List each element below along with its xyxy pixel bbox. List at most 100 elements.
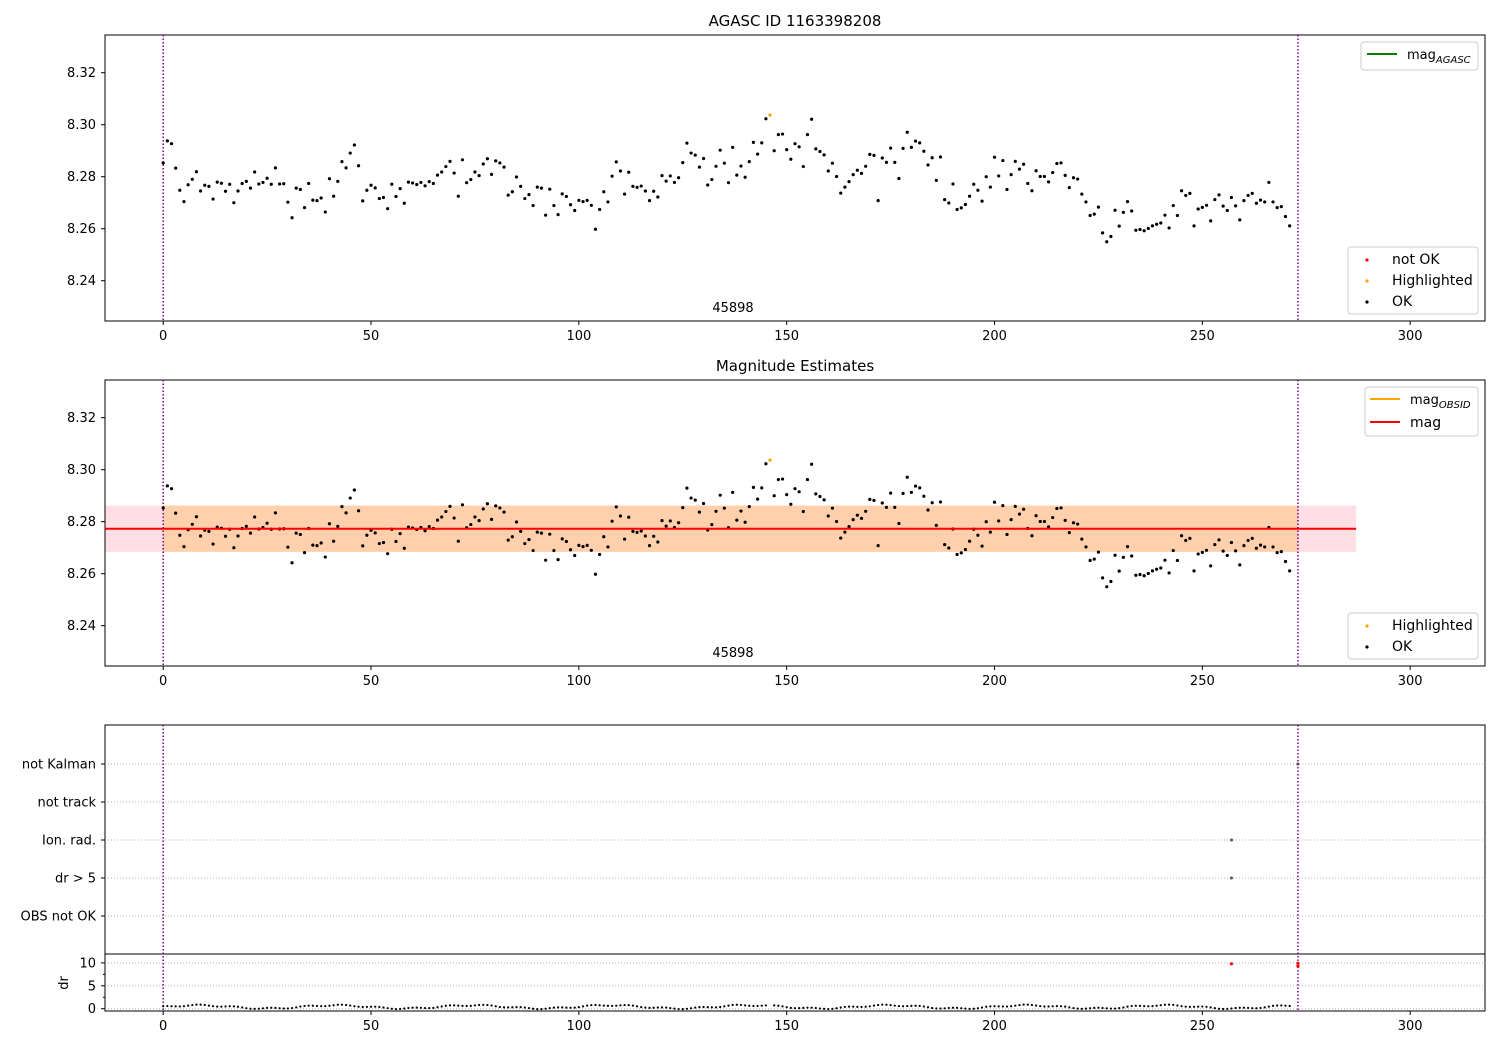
ok-point [980,544,984,548]
ok-point [1271,545,1275,549]
panel-flags-vlines [162,725,1299,1011]
ok-point [618,514,623,518]
ok-point [1200,550,1204,554]
dr-point [1192,1005,1196,1008]
dr-point [694,1006,697,1009]
dr-point [814,1006,817,1010]
ok-point [1271,200,1275,204]
dr-point [357,1005,360,1008]
panel-agasc-frame [104,34,1486,322]
ok-point [801,509,805,514]
ok-point [1125,200,1130,204]
x-tick-label: 250 [1190,1019,1215,1034]
ok-point [1059,161,1063,165]
ok-point [1221,549,1225,553]
ok-point [697,165,701,169]
ok-point [477,174,481,178]
dr-point [943,1007,946,1010]
ok-point [1171,203,1175,208]
ok-point [261,180,265,185]
y-tick-label: 8.30 [67,463,96,478]
dr-point [951,1006,955,1009]
ok-point [207,529,211,533]
ok-point [473,170,477,174]
dr-point [195,1003,198,1006]
ok-point [1088,213,1092,218]
ok-point [265,176,269,180]
ok-point [639,529,643,533]
ok-point [834,174,839,179]
ok-point [1001,158,1005,163]
dr-point [361,1005,364,1009]
panel-agasc-obsid-label: 45898 [712,301,753,316]
ok-point [1279,205,1283,209]
ok-point [622,537,627,541]
dr-point [752,1004,755,1008]
ok-point [273,511,278,515]
ok-point [581,545,585,549]
ok-point [1046,525,1051,529]
y-tick-label: 8.30 [67,118,96,133]
ok-point [386,207,390,211]
dr-point [698,1006,701,1009]
dr-point [615,1004,618,1007]
ok-point [327,177,332,181]
ok-point [610,174,614,178]
dr-point [1217,1007,1221,1010]
dr-point [519,1006,522,1009]
ok-point [510,535,514,539]
ok-point [693,498,697,502]
dr-point [561,1006,564,1009]
dr-point [270,1006,273,1009]
ok-point [1258,543,1263,547]
ok-point [1125,545,1130,549]
ok-point [190,177,194,181]
ok-point [352,143,356,147]
panel-estimates-yticks: 8.24 8.26 8.28 8.30 8.32 [67,411,105,634]
dr-point [997,1005,1000,1008]
ok-point [643,189,647,193]
dr-point [552,1006,556,1009]
dr-point [274,1006,277,1009]
ok-point [1121,555,1125,559]
legend-ok2-text: OK [1392,639,1413,655]
ok-point [926,163,930,167]
dr-outlier-point [1296,961,1300,965]
ok-point [1001,503,1005,508]
dr-point [1288,1004,1291,1008]
dr-point [885,1003,888,1006]
ok-point [1155,222,1159,226]
ok-point [955,207,959,212]
ok-point [514,520,519,524]
ok-point [560,537,564,541]
dr-point [989,1005,992,1008]
dr-point [906,1004,909,1008]
y-tick-label: 8.32 [67,66,96,81]
ok-point [1242,199,1246,203]
dr-point [1167,1003,1171,1006]
dr-point [652,1006,655,1009]
flag-label: dr > 5 [55,872,96,887]
ok-point [967,539,972,543]
dr-point [162,1005,165,1008]
flag-label: not track [37,796,96,811]
ok-point [211,197,215,201]
ok-point [677,176,681,180]
ok-point [1030,534,1034,538]
dr-point [852,1005,855,1008]
dr-point [282,1007,285,1010]
dr-point [266,1006,269,1010]
dr-point [257,1007,260,1010]
dr-point [727,1004,730,1007]
ok-point [1117,569,1121,573]
dr-point [1034,1004,1038,1007]
ok-point [913,139,918,143]
ok-point [1100,231,1105,235]
ok-point [664,524,668,528]
ok-point [822,153,826,157]
dr-point [353,1005,356,1008]
ok-point [901,146,905,150]
ok-point [722,506,726,510]
ok-point [672,180,677,185]
dr-point [286,1007,289,1010]
